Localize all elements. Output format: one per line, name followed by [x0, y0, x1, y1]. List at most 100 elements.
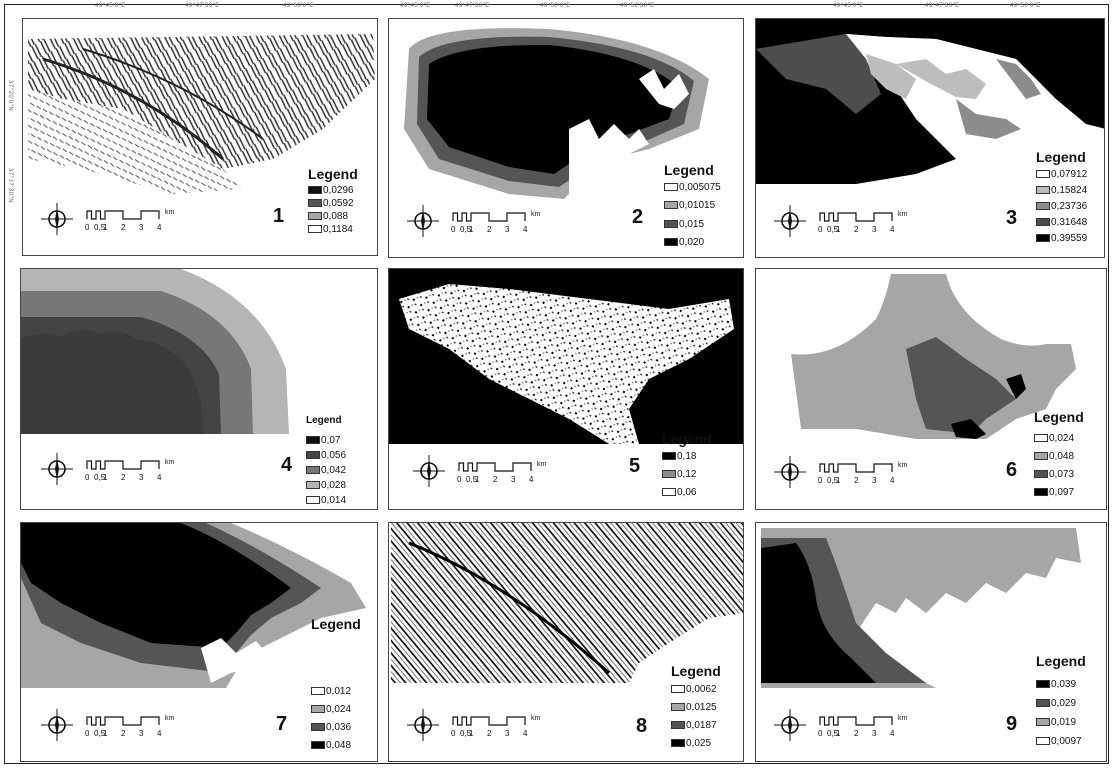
legend-title: Legend	[308, 166, 358, 182]
coordinate-tick: 49°50'0"E	[283, 3, 314, 9]
scale-bar-label: 0,5	[460, 225, 472, 234]
legend-swatch	[664, 183, 678, 192]
scale-bar-label: 0	[85, 223, 90, 232]
scale-bar-label: 2	[854, 225, 859, 234]
scale-bar-label: 4	[157, 729, 162, 738]
coordinate-tick: 49°45'0"E	[833, 3, 864, 9]
scale-bar-unit: km	[165, 459, 175, 466]
legend-swatch	[306, 436, 320, 445]
legend-title: Legend	[311, 616, 361, 632]
scale-bar-label: 0,5	[827, 225, 839, 234]
coordinate-tick: 49°47'30"E	[455, 3, 490, 9]
scale-bar-label: 3	[872, 476, 877, 485]
legend-swatch	[311, 705, 325, 714]
panel-number: 7	[276, 713, 288, 735]
legend-swatch	[662, 488, 676, 497]
scale-bar-label: 2	[121, 729, 126, 738]
map-panel-3: Legend 0,07912 0,15824 0,23736 0,31648 0…	[755, 18, 1105, 258]
legend-item: 0,0062	[671, 684, 717, 695]
scale-bar-label: 3	[139, 729, 144, 738]
coordinate-tick: 37°20'0"N	[7, 80, 13, 112]
legend-swatch	[308, 212, 322, 221]
scale-bar-label: 0,5	[466, 475, 478, 484]
legend-item: 0,028	[306, 480, 346, 491]
scale-bar-label: 2	[487, 225, 492, 234]
scale-bar-label: 4	[523, 729, 528, 738]
terrain-map-5	[389, 269, 743, 509]
scale-bar-unit: km	[531, 211, 541, 218]
scale-bar-label: 2	[854, 729, 859, 738]
legend-swatch	[1034, 488, 1048, 497]
scale-bar-label: 0	[451, 729, 456, 738]
legend-title: Legend	[671, 663, 721, 679]
legend-title: Legend	[664, 162, 714, 178]
scale-bar-unit: km	[165, 209, 175, 216]
north-arrow-and-scale-bar	[407, 205, 526, 237]
north-arrow-icon	[774, 205, 806, 237]
legend-title: Legend	[1036, 653, 1086, 669]
scale-bar-unit: km	[898, 211, 908, 218]
legend-item: 0,029	[1036, 698, 1076, 709]
coordinate-tick: 49°50'0"E	[1010, 3, 1041, 9]
legend-swatch	[308, 186, 322, 195]
scale-bar	[86, 716, 160, 726]
scale-bar-label: 3	[139, 473, 144, 482]
scale-bar-label: 1	[469, 729, 474, 738]
scale-bar-label: 0	[451, 225, 456, 234]
scale-bar	[819, 716, 893, 726]
legend-item: 0,056	[306, 450, 346, 461]
panel-number: 4	[281, 454, 293, 476]
zone-map-9	[756, 523, 1106, 761]
map-panel-1: Legend 0,0296 0,0592 0,088 0,1184 1 0 0,5…	[22, 18, 378, 256]
legend-item: 0,025	[671, 738, 711, 749]
legend-title: Legend	[1036, 149, 1086, 165]
scale-bar-label: 2	[854, 476, 859, 485]
scale-bar	[819, 212, 893, 222]
legend-item: 0,23736	[1036, 201, 1087, 212]
legend-item: 0,07	[306, 435, 340, 446]
legend-item: 0,088	[308, 211, 348, 222]
legend-swatch	[311, 741, 325, 750]
legend-swatch	[306, 451, 320, 460]
scale-bar-label: 4	[890, 729, 895, 738]
scale-bar-label: 1	[836, 225, 841, 234]
legend-swatch	[662, 470, 676, 479]
legend-item: 0,048	[1034, 451, 1074, 462]
legend-title: Legend	[662, 431, 712, 447]
legend-title: Legend	[1034, 409, 1084, 425]
legend-item: 0,0592	[308, 198, 354, 209]
scale-bar	[86, 460, 160, 470]
legend-swatch	[308, 199, 322, 208]
scale-bar-label: 0,5	[94, 473, 106, 482]
legend-swatch	[306, 496, 320, 505]
scale-bar-unit: km	[531, 715, 541, 722]
north-arrow-and-scale-bar	[774, 709, 893, 741]
map-panel-6: Legend 0,024 0,048 0,073 0,097 6 0 0,5 1 2 3…	[755, 268, 1107, 510]
panel-number: 2	[632, 206, 644, 228]
buffer-map-2	[404, 28, 709, 199]
scale-bar	[452, 212, 526, 222]
scale-bar-label: 0	[818, 476, 823, 485]
legend-swatch	[308, 225, 322, 234]
legend-swatch	[1036, 699, 1050, 708]
legend-item: 0,097	[1034, 487, 1074, 498]
scale-bar	[819, 463, 893, 473]
legend-item: 0,31648	[1036, 217, 1087, 228]
panel-number: 6	[1006, 459, 1018, 481]
scale-bar-label: 0	[818, 729, 823, 738]
north-arrow-and-scale-bar	[41, 709, 160, 741]
north-arrow-icon	[41, 203, 73, 235]
north-arrow-icon	[41, 453, 73, 485]
north-arrow-icon	[407, 709, 439, 741]
legend-swatch	[662, 452, 676, 461]
north-arrow-icon	[41, 709, 73, 741]
scale-bar-label: 0	[457, 475, 462, 484]
buffer-map-6	[756, 269, 1106, 509]
north-arrow-icon	[413, 455, 445, 487]
scale-bar-label: 1	[103, 473, 108, 482]
legend-item: 0,039	[1036, 679, 1076, 690]
legend-item: 0,014	[306, 495, 346, 506]
coordinate-tick: 49°45'0"E	[400, 3, 431, 9]
legend-item: 0,18	[662, 451, 696, 462]
legend-swatch	[671, 685, 685, 694]
